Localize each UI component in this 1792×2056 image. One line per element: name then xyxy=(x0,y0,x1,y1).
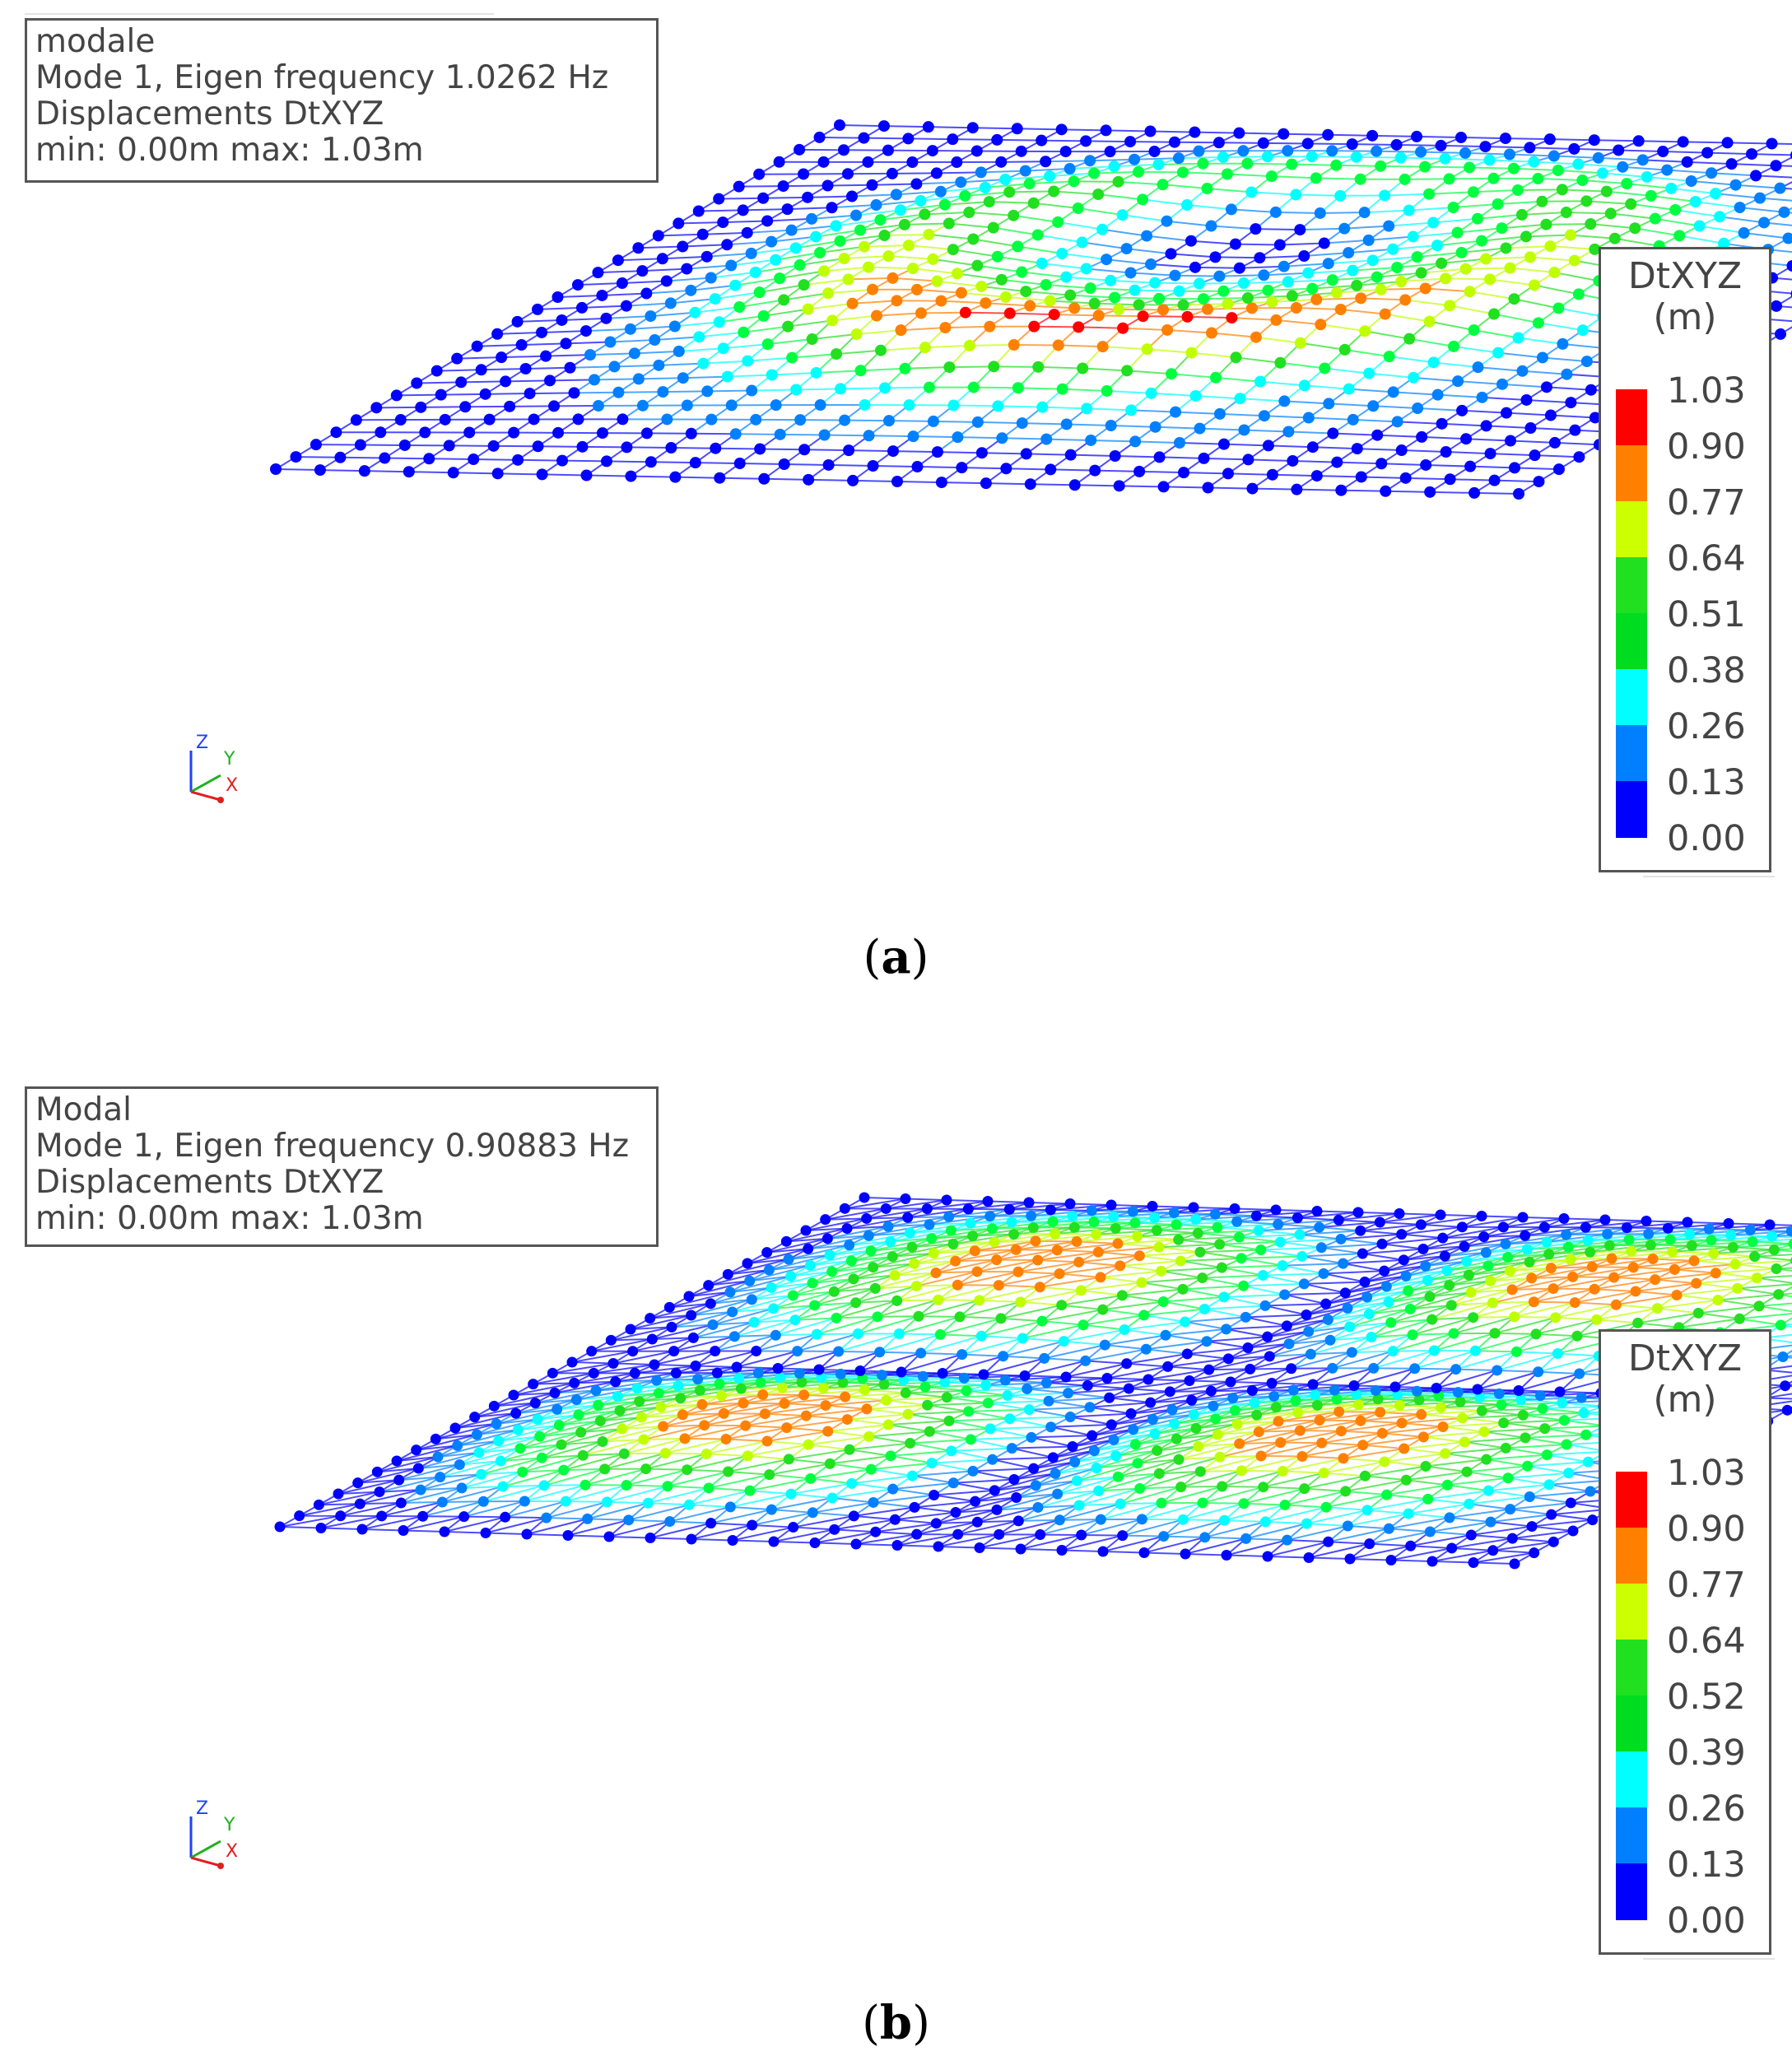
figure-caption: (b) xyxy=(0,1996,1792,2050)
legend-swatch xyxy=(1616,669,1647,726)
panel-b: Modal Mode 1, Eigen frequency 0.90883 Hz… xyxy=(0,1029,1792,2056)
analysis-name: Modal xyxy=(35,1092,648,1128)
displacement-label: Displacements DtXYZ xyxy=(35,1165,648,1201)
legend-tick: 0.90 xyxy=(1667,1511,1746,1547)
legend-swatch xyxy=(1616,389,1647,446)
legend-color-bar xyxy=(1616,389,1647,837)
mode-label: Mode 1, Eigen frequency 0.90883 Hz xyxy=(35,1128,648,1165)
legend-swatch xyxy=(1616,725,1647,782)
mode-label: Mode 1, Eigen frequency 1.0262 Hz xyxy=(35,60,648,96)
axes-triad-icon: Z Y X xyxy=(173,733,247,807)
legend-unit: (m) xyxy=(1601,1379,1769,1421)
divider xyxy=(1643,876,1775,877)
legend-tick: 0.13 xyxy=(1667,1847,1746,1883)
axis-y-label: Y xyxy=(224,749,235,770)
legend-tick: 0.51 xyxy=(1667,597,1746,633)
legend-tick: 1.03 xyxy=(1667,1455,1746,1491)
legend-swatch xyxy=(1616,501,1647,558)
info-box: modale Mode 1, Eigen frequency 1.0262 Hz… xyxy=(25,18,659,183)
legend-swatch xyxy=(1616,1528,1647,1584)
axis-z-label: Z xyxy=(196,1798,208,1819)
axis-x-label: X xyxy=(226,1841,238,1862)
legend-swatch xyxy=(1616,781,1647,838)
legend-tick: 0.39 xyxy=(1667,1735,1746,1771)
panel-a: modale Mode 1, Eigen frequency 1.0262 Hz… xyxy=(0,0,1792,1027)
analysis-name: modale xyxy=(35,24,648,60)
axis-y-label: Y xyxy=(224,1815,235,1835)
info-box: Modal Mode 1, Eigen frequency 0.90883 Hz… xyxy=(25,1086,659,1247)
legend-title: DtXYZ xyxy=(1601,1338,1769,1379)
legend-swatch xyxy=(1616,1696,1647,1752)
color-legend: DtXYZ (m) 1.03 0.90 0.77 0.64 0.52 0.39 … xyxy=(1599,1329,1771,1955)
figure-caption: (a) xyxy=(0,930,1792,984)
legend-tick: 0.77 xyxy=(1667,485,1746,521)
divider xyxy=(1643,1958,1775,1960)
legend-tick: 0.00 xyxy=(1667,1903,1746,1939)
caption-letter: a xyxy=(881,930,910,984)
legend-tick: 0.64 xyxy=(1667,541,1746,577)
legend-tick: 0.26 xyxy=(1667,1791,1746,1827)
legend-tick: 0.52 xyxy=(1667,1679,1746,1715)
legend-tick: 0.90 xyxy=(1667,429,1746,465)
displacement-label: Displacements DtXYZ xyxy=(35,96,648,133)
legend-tick: 0.00 xyxy=(1667,821,1746,857)
legend-swatch xyxy=(1616,1472,1647,1528)
legend-tick: 0.13 xyxy=(1667,765,1746,801)
axis-x-label: X xyxy=(226,775,238,796)
axis-z-label: Z xyxy=(196,733,208,753)
legend-unit: (m) xyxy=(1601,297,1769,338)
legend-swatch xyxy=(1616,1863,1647,1920)
legend-tick: 1.03 xyxy=(1667,373,1746,409)
color-legend: DtXYZ (m) 1.03 0.90 0.77 0.64 0.51 0.38 … xyxy=(1599,247,1771,872)
legend-tick: 0.38 xyxy=(1667,653,1746,689)
min-max-label: min: 0.00m max: 1.03m xyxy=(35,133,648,169)
legend-color-bar xyxy=(1616,1472,1647,1919)
axes-triad-icon: Z Y X xyxy=(173,1798,247,1872)
legend-title: DtXYZ xyxy=(1601,256,1769,297)
legend-swatch xyxy=(1616,613,1647,670)
legend-tick: 0.64 xyxy=(1667,1623,1746,1659)
legend-tick: 0.77 xyxy=(1667,1567,1746,1603)
legend-swatch xyxy=(1616,1807,1647,1864)
legend-swatch xyxy=(1616,1584,1647,1640)
legend-tick: 0.26 xyxy=(1667,709,1746,745)
legend-swatch xyxy=(1616,1751,1647,1808)
legend-swatch xyxy=(1616,1640,1647,1696)
legend-swatch xyxy=(1616,445,1647,502)
legend-swatch xyxy=(1616,557,1647,614)
caption-letter: b xyxy=(880,1996,912,2050)
min-max-label: min: 0.00m max: 1.03m xyxy=(35,1201,648,1237)
